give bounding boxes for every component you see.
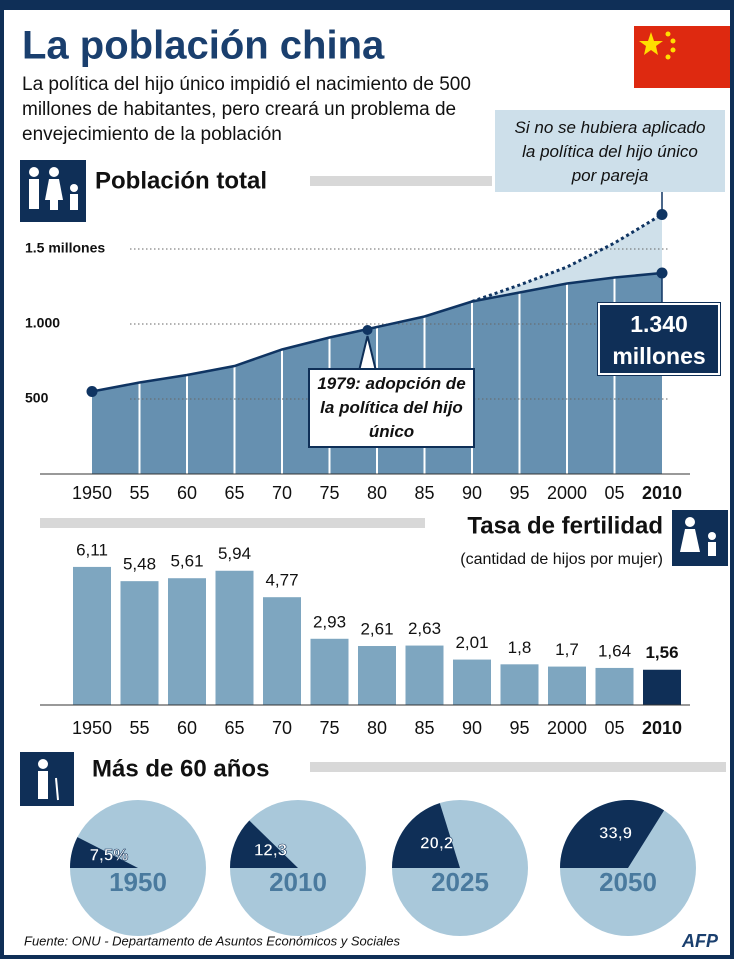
x-tick-label: 65 <box>224 718 244 738</box>
x-tick-label: 85 <box>414 483 434 503</box>
value-label: 1,8 <box>508 638 532 657</box>
bar <box>73 566 111 705</box>
pie-slice <box>230 820 298 868</box>
value-label: 4,77 <box>265 571 298 590</box>
x-tick-label: 55 <box>129 483 149 503</box>
family-icon <box>20 160 86 222</box>
y-tick-label: 1.5 millones <box>25 240 105 256</box>
title: La población china <box>22 24 385 68</box>
x-tick-label: 05 <box>604 483 624 503</box>
point <box>86 386 98 397</box>
subtitle: La política del hijo único impidió el na… <box>22 74 471 145</box>
bar <box>358 646 396 705</box>
bar <box>405 645 444 705</box>
bar <box>453 659 491 705</box>
pie-slice <box>70 837 138 868</box>
value-label: 5,94 <box>218 544 251 563</box>
value-label: 12,3 <box>254 841 287 860</box>
pie-label: 2010 <box>269 867 327 897</box>
x-tick-label: 75 <box>319 483 339 503</box>
section-title: Más de 60 años <box>92 755 269 782</box>
x-tick-label: 2010 <box>642 718 682 738</box>
value-label: 33,9 <box>599 824 632 843</box>
x-tick-label: 80 <box>367 483 387 503</box>
x-tick-label: 60 <box>177 718 197 738</box>
value-label: 2,63 <box>408 619 441 638</box>
elder-icon <box>20 752 74 806</box>
x-tick-label: 75 <box>319 718 339 738</box>
value-label: 5,61 <box>170 552 203 571</box>
point <box>656 209 668 220</box>
bar <box>548 666 586 705</box>
point <box>656 267 668 279</box>
x-tick-label: 55 <box>129 718 149 738</box>
mother-child-icon <box>672 510 728 566</box>
value-label: 20,2 <box>420 833 453 852</box>
value-label: 2,93 <box>313 612 346 631</box>
y-tick-label: 1.000 <box>25 315 60 331</box>
value-label: 1.340 millones <box>597 302 721 376</box>
value-label: 1,7 <box>555 640 579 659</box>
bar <box>500 664 539 705</box>
value-label: 1,64 <box>598 641 631 660</box>
pie-slice <box>392 803 460 868</box>
callout: 1979: adopción de la política del hijo ú… <box>308 368 475 448</box>
x-tick-label: 70 <box>272 718 292 738</box>
x-tick-label: 05 <box>604 718 624 738</box>
x-tick-label: 1950 <box>72 718 112 738</box>
divider <box>40 518 425 528</box>
source: Fuente: ONU - Departamento de Asuntos Ec… <box>24 933 400 948</box>
bar <box>595 667 634 705</box>
x-tick-label: 95 <box>509 718 529 738</box>
pie-slice <box>560 800 665 868</box>
x-tick-label: 80 <box>367 718 387 738</box>
value-label: 6,11 <box>76 540 108 559</box>
top-band <box>2 2 732 10</box>
x-tick-label: 90 <box>462 483 482 503</box>
section-title: Tasa de fertilidad <box>467 512 663 539</box>
x-tick-label: 65 <box>224 483 244 503</box>
section-title: Población total <box>95 167 267 194</box>
logo: AFP <box>681 931 719 951</box>
x-tick-label: 60 <box>177 483 197 503</box>
divider <box>310 762 726 772</box>
x-tick-label: 95 <box>509 483 529 503</box>
x-tick-label: 85 <box>414 718 434 738</box>
bar <box>120 581 159 705</box>
x-tick-label: 1950 <box>72 483 112 503</box>
value-label: 1,56 <box>645 643 678 662</box>
x-tick-label: 2010 <box>642 483 682 503</box>
gap-band <box>472 214 662 302</box>
x-tick-label: 2000 <box>547 483 587 503</box>
callout: Si no se hubiera aplicado la política de… <box>495 110 725 192</box>
bar <box>643 669 681 705</box>
x-tick-label: 70 <box>272 483 292 503</box>
pie-label: 1950 <box>109 867 167 897</box>
bar <box>215 570 254 705</box>
line <box>91 271 663 393</box>
pie-label: 2025 <box>431 867 489 897</box>
bar <box>263 597 301 705</box>
value-label: 2,61 <box>360 619 393 638</box>
value-label: 2,01 <box>455 633 488 652</box>
section-subtitle: (cantidad de hijos por mujer) <box>460 551 663 568</box>
annotation-point <box>362 325 373 335</box>
value-label: 5,48 <box>123 555 156 574</box>
bar <box>310 638 349 705</box>
pie-label: 2050 <box>599 867 657 897</box>
y-tick-label: 500 <box>25 390 49 406</box>
bar <box>168 578 206 705</box>
x-tick-label: 2000 <box>547 718 587 738</box>
divider <box>310 176 492 186</box>
x-tick-label: 90 <box>462 718 482 738</box>
flag <box>634 26 730 88</box>
value-label: 7,5% <box>90 846 129 865</box>
